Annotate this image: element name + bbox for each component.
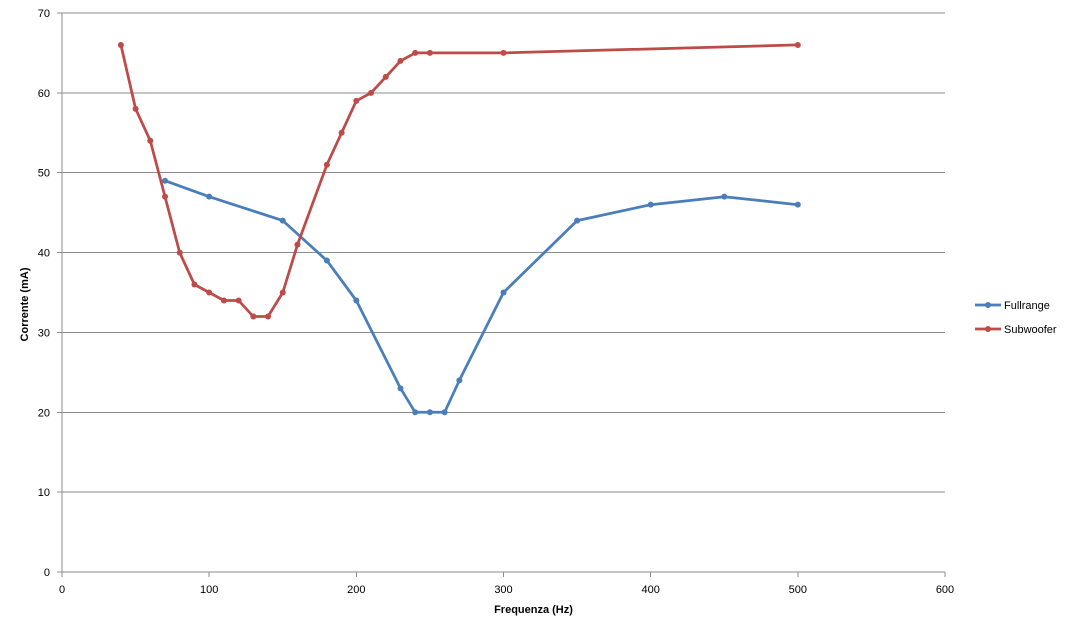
data-point-subwoofer: [412, 49, 419, 56]
legend-marker: [985, 302, 991, 308]
data-point-fullrange: [279, 217, 286, 224]
data-point-subwoofer: [382, 73, 389, 80]
x-tick-label: 300: [494, 584, 512, 596]
data-point-fullrange: [412, 409, 419, 416]
legend-label: Subwoofer: [1004, 324, 1057, 336]
data-point-fullrange: [426, 409, 433, 416]
y-tick-label: 20: [38, 407, 50, 419]
data-point-subwoofer: [132, 105, 139, 112]
data-point-subwoofer: [162, 193, 169, 200]
data-point-subwoofer: [294, 241, 301, 248]
data-point-subwoofer: [353, 97, 360, 104]
data-point-fullrange: [162, 177, 169, 184]
data-point-subwoofer: [206, 289, 213, 296]
data-point-fullrange: [456, 377, 463, 384]
y-tick-label: 10: [38, 487, 50, 499]
legend-marker: [985, 326, 991, 332]
data-point-subwoofer: [235, 297, 242, 304]
y-tick-label: 40: [38, 248, 50, 260]
data-point-fullrange: [647, 201, 654, 208]
x-tick-label: 400: [641, 584, 659, 596]
data-point-subwoofer: [279, 289, 286, 296]
series-subwoofer: [117, 41, 801, 320]
x-tick-label: 200: [347, 584, 365, 596]
legend-label: Fullrange: [1004, 300, 1050, 312]
data-point-fullrange: [353, 297, 360, 304]
x-tick-label: 600: [936, 584, 954, 596]
data-point-fullrange: [500, 289, 507, 296]
data-point-fullrange: [397, 385, 404, 392]
data-point-subwoofer: [250, 313, 257, 320]
data-point-subwoofer: [500, 49, 507, 56]
data-point-subwoofer: [220, 297, 227, 304]
data-point-subwoofer: [176, 249, 183, 256]
data-point-fullrange: [441, 409, 448, 416]
data-point-subwoofer: [265, 313, 272, 320]
data-point-subwoofer: [191, 281, 198, 288]
y-tick-label: 30: [38, 327, 50, 339]
data-point-subwoofer: [117, 41, 124, 48]
x-tick-label: 500: [789, 584, 807, 596]
data-point-fullrange: [206, 193, 213, 200]
series-layer: [117, 41, 801, 416]
data-point-subwoofer: [397, 57, 404, 64]
data-point-subwoofer: [323, 161, 330, 168]
series-line-subwoofer: [119, 43, 800, 318]
y-tick-label: 70: [38, 8, 50, 20]
axes: 0 10 20 30 40 50 60 70 0 100 200 300 400 500 600: [38, 8, 954, 596]
data-point-fullrange: [574, 217, 581, 224]
y-tick-label: 0: [44, 567, 50, 579]
data-point-fullrange: [794, 201, 801, 208]
data-point-subwoofer: [794, 41, 801, 48]
data-point-subwoofer: [338, 129, 345, 136]
x-axis-title: Frequenza (Hz): [494, 604, 573, 616]
series-fullrange: [162, 177, 801, 416]
data-point-subwoofer: [147, 137, 154, 144]
data-point-fullrange: [721, 193, 728, 200]
gridlines: [62, 12, 945, 493]
x-tick-label: 100: [200, 584, 218, 596]
y-tick-label: 60: [38, 88, 50, 100]
data-point-subwoofer: [426, 49, 433, 56]
series-line-fullrange: [163, 179, 800, 414]
legend: Fullrange Subwoofer: [975, 300, 1057, 336]
y-tick-label: 50: [38, 168, 50, 180]
data-point-subwoofer: [368, 89, 375, 96]
x-tick-label: 0: [59, 584, 65, 596]
legend-item-subwoofer: Subwoofer: [975, 324, 1057, 336]
y-axis-title: Corrente (mA): [19, 267, 31, 341]
data-point-fullrange: [323, 257, 330, 264]
legend-item-fullrange: Fullrange: [975, 300, 1050, 312]
